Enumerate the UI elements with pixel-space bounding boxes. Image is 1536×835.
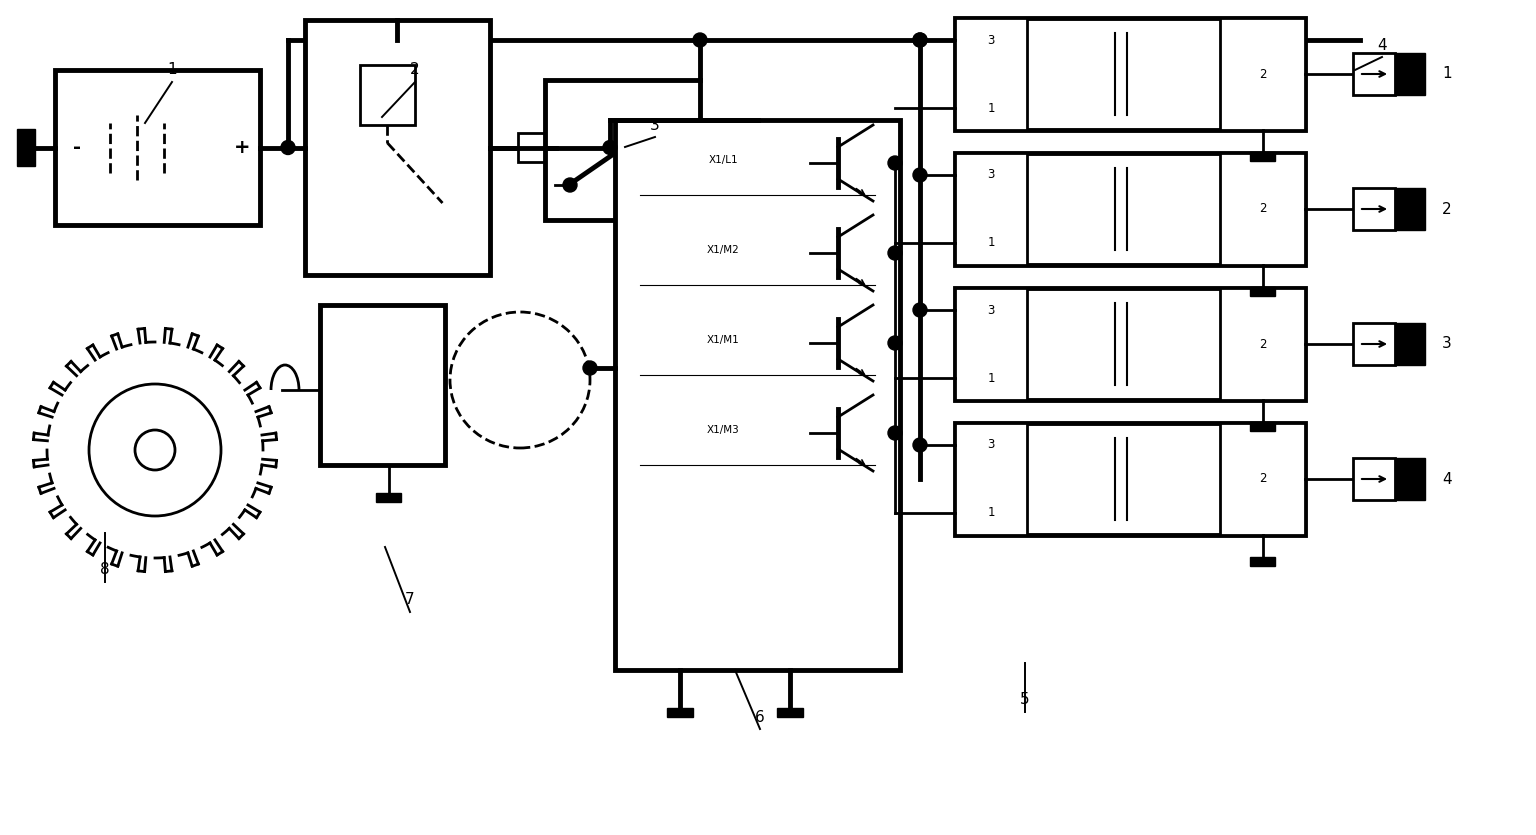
Text: 4: 4: [1442, 472, 1452, 487]
Text: 7: 7: [406, 593, 415, 608]
Bar: [1353, 53, 1395, 95]
Bar: [955, 153, 1306, 265]
Text: 1: 1: [988, 507, 995, 519]
Circle shape: [888, 156, 902, 170]
Bar: [518, 134, 556, 161]
Bar: [1250, 287, 1275, 296]
Bar: [955, 288, 1028, 400]
Circle shape: [912, 33, 928, 47]
Text: 2: 2: [1442, 201, 1452, 216]
Text: 1: 1: [988, 372, 995, 384]
Bar: [955, 153, 1028, 265]
Bar: [614, 120, 900, 670]
Text: 2: 2: [410, 63, 419, 78]
Bar: [955, 423, 1028, 535]
Text: 8: 8: [100, 563, 109, 578]
Bar: [955, 18, 1306, 130]
Circle shape: [888, 426, 902, 440]
Circle shape: [604, 140, 617, 154]
Circle shape: [888, 246, 902, 260]
Bar: [777, 708, 803, 717]
Text: 3: 3: [988, 33, 995, 47]
Text: 3: 3: [988, 169, 995, 181]
Text: 3: 3: [650, 118, 660, 133]
Text: 2: 2: [1258, 203, 1266, 215]
Bar: [545, 80, 700, 220]
Bar: [1250, 557, 1275, 566]
Text: +: +: [233, 138, 250, 157]
Circle shape: [564, 178, 578, 192]
Text: 1: 1: [988, 102, 995, 114]
Circle shape: [888, 336, 902, 350]
Text: 4: 4: [1378, 38, 1387, 53]
Bar: [306, 20, 490, 275]
Text: X1/M1: X1/M1: [707, 335, 740, 345]
Bar: [376, 493, 401, 502]
Circle shape: [693, 33, 707, 47]
Bar: [1220, 288, 1306, 400]
Text: 3: 3: [988, 303, 995, 316]
Bar: [1395, 188, 1425, 230]
Text: 2: 2: [1258, 337, 1266, 351]
Bar: [1250, 422, 1275, 431]
Text: 1: 1: [1442, 67, 1452, 82]
Text: 2: 2: [1258, 473, 1266, 485]
Text: 3: 3: [988, 438, 995, 452]
Circle shape: [281, 140, 295, 154]
Text: X1/M2: X1/M2: [707, 245, 740, 255]
Bar: [955, 423, 1306, 535]
Bar: [1220, 423, 1306, 535]
Text: 1: 1: [988, 236, 995, 250]
Bar: [955, 18, 1028, 130]
Circle shape: [912, 168, 928, 182]
Circle shape: [912, 438, 928, 452]
Bar: [1395, 323, 1425, 365]
Circle shape: [912, 303, 928, 317]
Text: 2: 2: [1258, 68, 1266, 80]
Bar: [17, 129, 35, 165]
Circle shape: [584, 361, 598, 375]
Text: X1/M3: X1/M3: [707, 425, 740, 435]
Text: -: -: [74, 138, 81, 157]
Bar: [955, 288, 1306, 400]
Bar: [319, 305, 445, 465]
Text: 3: 3: [1442, 337, 1452, 352]
Bar: [55, 70, 260, 225]
Bar: [668, 708, 693, 717]
Bar: [1353, 458, 1395, 500]
Bar: [1395, 53, 1425, 95]
Bar: [359, 65, 415, 125]
Bar: [1250, 152, 1275, 161]
Circle shape: [912, 33, 928, 47]
Bar: [1395, 458, 1425, 500]
Text: 5: 5: [1020, 692, 1029, 707]
Text: 1: 1: [167, 63, 177, 78]
Bar: [1220, 153, 1306, 265]
Bar: [1353, 188, 1395, 230]
Text: 6: 6: [756, 710, 765, 725]
Bar: [1220, 18, 1306, 130]
Bar: [1353, 323, 1395, 365]
Text: X1/L1: X1/L1: [708, 155, 739, 165]
